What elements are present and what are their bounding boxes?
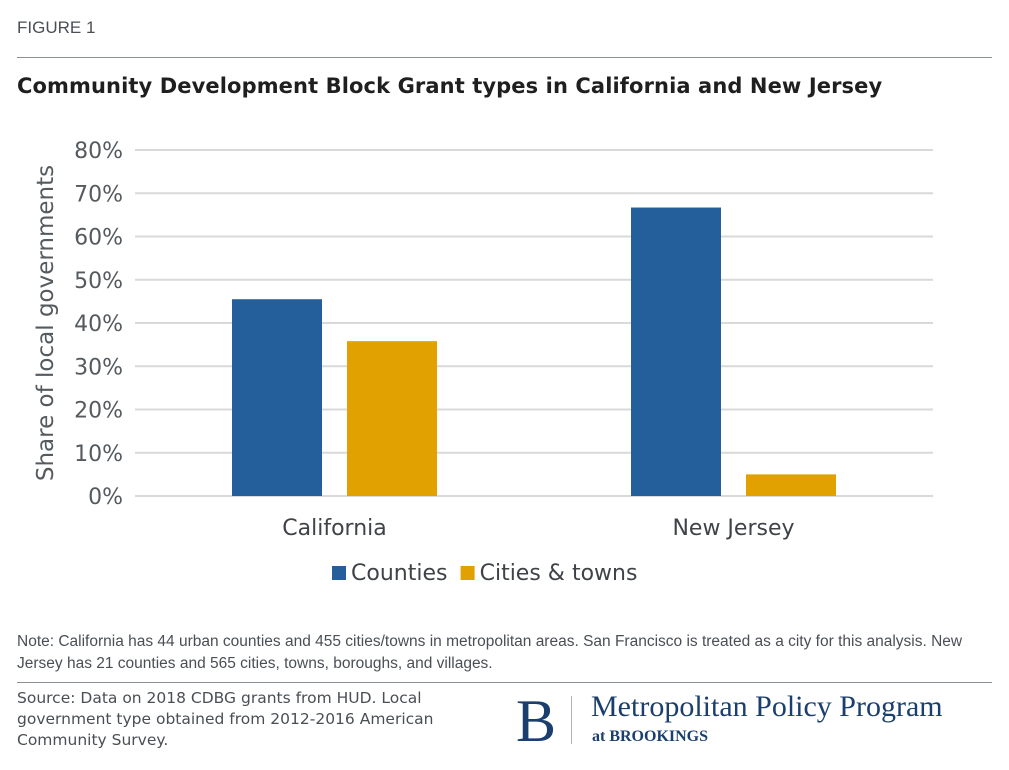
figure-label: FIGURE 1 <box>17 18 96 37</box>
legend-label: Counties <box>351 561 447 586</box>
legend-swatch <box>460 566 475 580</box>
logo-letter: B <box>516 688 557 754</box>
y-tick-label: 80% <box>74 139 123 164</box>
y-tick-label: 50% <box>74 269 123 294</box>
y-tick-label: 40% <box>74 312 123 337</box>
logo-subtitle: at BROOKINGS <box>592 728 709 745</box>
y-tick-label: 70% <box>74 182 123 207</box>
bar-counties-new-jersey <box>631 207 721 496</box>
bar-counties-california <box>232 299 322 496</box>
bottom-divider <box>17 682 992 683</box>
bar-chart: 0% 10% 20% 30% 40% 50% 60% 70% 80% California New… <box>33 139 933 586</box>
logo-separator <box>571 696 572 744</box>
y-tick-label: 30% <box>74 355 123 380</box>
y-tick-label: 0% <box>88 485 123 510</box>
y-axis-ticks: 0% 10% 20% 30% 40% 50% 60% 70% 80% <box>74 139 123 510</box>
legend: Counties Cities & towns <box>332 561 637 586</box>
bar-cities-towns-new-jersey <box>746 474 836 496</box>
y-tick-label: 10% <box>74 442 123 467</box>
chart-note: Note: California has 44 urban counties a… <box>17 633 963 672</box>
legend-label: Cities & towns <box>480 561 638 586</box>
y-tick-label: 60% <box>74 226 123 251</box>
y-axis-label: Share of local governments <box>33 165 59 481</box>
y-tick-label: 20% <box>74 399 123 424</box>
x-category-label: New Jersey <box>672 516 794 541</box>
x-category-label: California <box>282 516 386 541</box>
logo-program-name: Metropolitan Policy Program <box>591 690 943 723</box>
x-axis-categories: California New Jersey <box>282 516 794 541</box>
bars <box>232 207 836 496</box>
chart-title: Community Development Block Grant types … <box>17 74 883 98</box>
bar-cities-towns-california <box>347 341 437 496</box>
top-divider <box>17 57 992 58</box>
legend-swatch <box>332 566 346 580</box>
chart-source: Source: Data on 2018 CDBG grants from HU… <box>17 689 434 749</box>
